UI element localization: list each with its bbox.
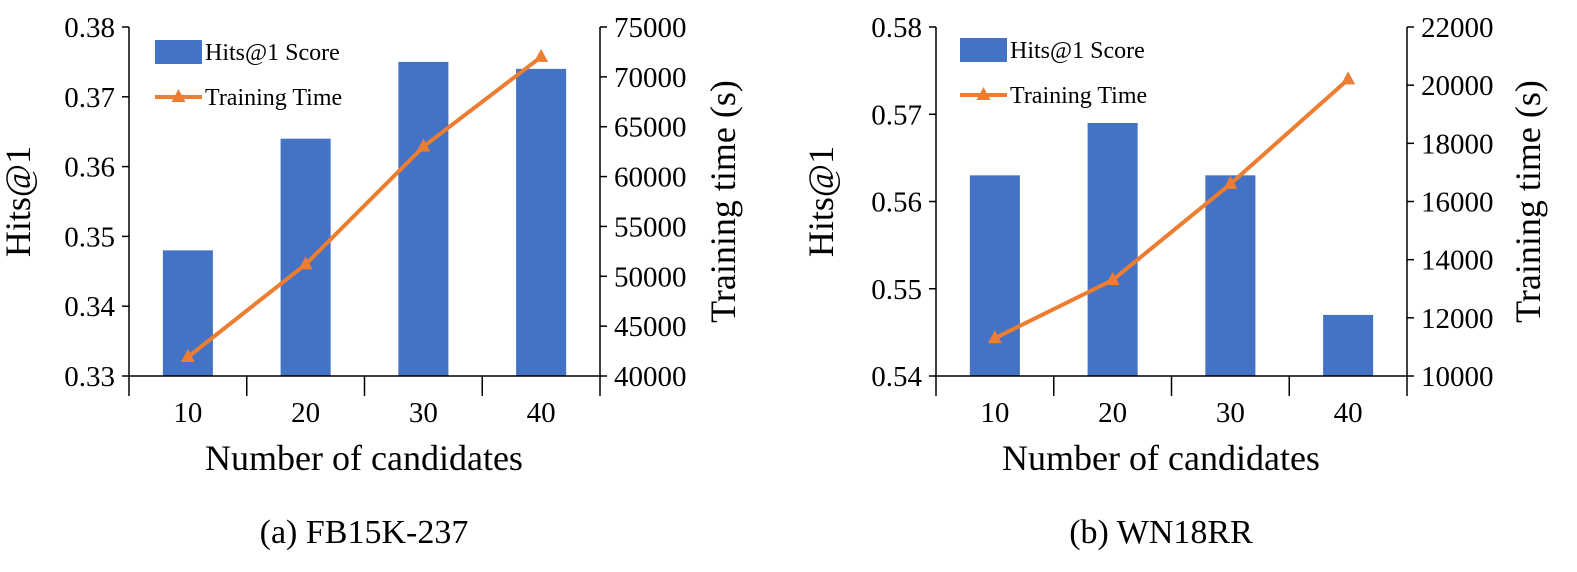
training-time-marker [534,48,549,62]
x-axis-title: Number of candidates [1002,438,1320,478]
y-tick-label: 0.36 [64,152,115,184]
legend-bar-swatch [960,38,1007,62]
training-time-marker [180,349,195,363]
y2-axis-title: Training time (s) [703,80,743,323]
y2-tick-label: 70000 [614,62,687,94]
training-time-marker [1341,71,1356,85]
bar [398,61,449,377]
training-time-marker [298,256,313,270]
legend-line-marker [976,87,991,100]
x-axis-title: Number of candidates [205,438,523,478]
y-axis-title: Hits@1 [801,146,841,257]
y2-tick-label: 45000 [614,311,687,343]
y2-tick-label: 22000 [1421,12,1494,44]
y2-tick-label: 10000 [1421,361,1494,393]
y-axis-title: Hits@1 [0,146,38,257]
y-tick-label: 0.35 [64,221,115,253]
legend: Hits@1 Score Training Time [960,38,1147,109]
y-tick-label: 0.56 [871,187,922,219]
legend-bar-label: Hits@1 Score [1010,38,1145,64]
training-time-marker [1105,272,1120,286]
x-tick-label: 40 [527,397,556,429]
bar [1087,122,1138,376]
bar [1205,175,1256,376]
bar [969,175,1020,376]
training-time-marker [987,330,1002,344]
training-time-line [186,55,543,359]
legend: Hits@1 Score Training Time [155,40,342,111]
training-time-marker [1223,176,1238,190]
y2-tick-label: 12000 [1421,303,1494,335]
x-tick-label: 10 [980,397,1009,429]
y-tick-label: 0.37 [64,82,115,114]
y-tick-label: 0.38 [64,12,115,44]
y-tick-label: 0.55 [871,274,922,306]
x-tick-label: 30 [1216,397,1245,429]
y-tick-label: 0.58 [871,12,922,44]
x-tick-label: 30 [409,397,438,429]
x-tick-label: 10 [173,397,202,429]
legend-line-label: Training Time [205,85,342,111]
legend-bar-label: Hits@1 Score [205,40,340,66]
y2-tick-label: 40000 [614,361,687,393]
chart-caption: (b) WN18RR [1069,514,1253,551]
y2-tick-label: 65000 [614,112,687,144]
legend-line-label: Training Time [1010,83,1147,109]
y2-axis-title: Training time (s) [1508,80,1548,323]
bar [516,68,567,376]
y2-tick-label: 60000 [614,162,687,194]
training-time-line [993,77,1350,340]
legend-bar-swatch [155,40,202,64]
x-tick-label: 20 [1098,397,1127,429]
chart-panel: 0.54 0.55 0.56 0.57 0.58 10000 12000 14000 16000… [801,12,1548,551]
y2-tick-label: 55000 [614,211,687,243]
y2-tick-label: 20000 [1421,70,1494,102]
y2-tick-label: 75000 [614,12,687,44]
y2-tick-label: 50000 [614,261,687,293]
training-time-marker [416,138,431,152]
y-tick-label: 0.54 [871,361,922,393]
y-tick-label: 0.33 [64,361,115,393]
x-tick-label: 40 [1334,397,1363,429]
chart-panel: 0.33 0.34 0.35 0.36 0.37 0.38 40000 45000 50000 5… [0,12,743,551]
y-tick-label: 0.57 [871,99,922,131]
chart-caption: (a) FB15K-237 [260,514,469,551]
y2-tick-label: 16000 [1421,187,1494,219]
y2-tick-label: 18000 [1421,128,1494,160]
bar [1323,314,1374,376]
y-tick-label: 0.34 [64,291,115,323]
legend-line-marker [171,89,186,102]
x-tick-label: 20 [291,397,320,429]
y2-tick-label: 14000 [1421,245,1494,277]
